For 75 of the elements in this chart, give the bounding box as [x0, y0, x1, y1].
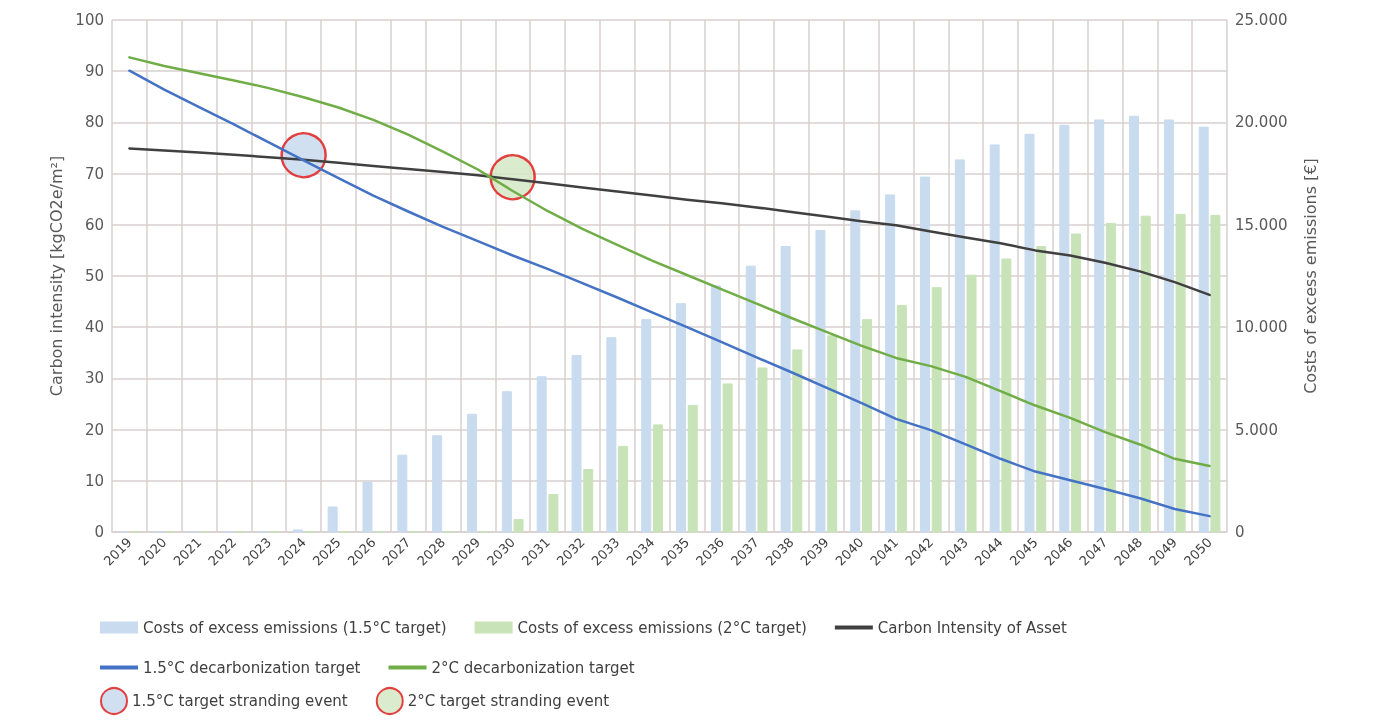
bar: [1024, 133, 1035, 533]
bar: [618, 445, 629, 533]
y-tick-label: 0: [94, 523, 104, 541]
bar: [362, 481, 373, 533]
y-tick-label: 80: [84, 113, 104, 132]
legend-label: 2°C target stranding event: [407, 692, 610, 710]
bar: [1094, 119, 1105, 533]
y2-tick-label: 15.000: [1235, 215, 1288, 234]
bar: [954, 159, 965, 533]
line-series: [128, 147, 1211, 297]
y2-tick-label: 10.000: [1235, 318, 1288, 337]
bar: [1163, 119, 1174, 533]
legend-label: Costs of excess emissions (2°C target): [517, 618, 807, 637]
legend-label: 1.5°C decarbonization target: [143, 658, 361, 677]
y-tick-label: 60: [84, 215, 104, 234]
bar: [850, 210, 861, 533]
y-tick-label: 30: [84, 369, 104, 388]
bar: [827, 335, 838, 533]
bar: [583, 469, 594, 533]
bar: [989, 144, 1000, 533]
bar: [792, 349, 803, 533]
bar: [432, 435, 443, 533]
y-tick-label: 40: [84, 318, 104, 337]
bar: [687, 404, 698, 533]
bar: [815, 230, 826, 533]
legend-label: 1.5°C target stranding event: [132, 692, 348, 710]
bar: [571, 354, 582, 533]
y-tick-label: 10: [84, 471, 104, 490]
bar: [467, 413, 478, 533]
bar: [652, 424, 663, 533]
y-tick-label: 70: [84, 164, 104, 183]
bar: [536, 376, 547, 533]
legend-label: Carbon Intensity of Asset: [877, 618, 1068, 637]
y2-tick-label: 25.000: [1235, 11, 1288, 29]
bar: [745, 265, 756, 533]
bar: [641, 319, 652, 533]
bar: [1059, 124, 1070, 533]
y2-axis-title: Costs of excess emissions [€]: [1300, 158, 1320, 394]
y-tick-label: 90: [84, 62, 104, 81]
y2-tick-label: 20.000: [1235, 113, 1288, 132]
legend-label: Costs of excess emissions (1.5°C target): [143, 618, 447, 637]
bar: [676, 303, 687, 533]
bar: [1036, 246, 1047, 533]
y-tick-label: 100: [75, 11, 104, 29]
bar: [885, 194, 896, 533]
bar: [513, 519, 524, 533]
legend-label: 2°C decarbonization target: [431, 658, 635, 677]
y-tick-label: 50: [84, 267, 104, 285]
bar: [1210, 214, 1221, 533]
bar: [1175, 213, 1186, 533]
bar: [1001, 258, 1012, 533]
bar: [327, 506, 338, 533]
bar: [606, 337, 617, 533]
bar: [292, 529, 303, 533]
bar: [548, 494, 559, 533]
bar: [1198, 126, 1209, 533]
bar: [780, 246, 791, 533]
bar: [1105, 222, 1116, 533]
bar: [931, 287, 942, 533]
bar: [896, 304, 907, 533]
y2-tick-label: 5.000: [1235, 420, 1278, 439]
bar: [861, 319, 872, 533]
bar: [1129, 115, 1140, 533]
y-axis-title: Carbon intensity [kgCO2e/m²]: [46, 155, 66, 397]
y2-tick-label: 0: [1235, 523, 1245, 541]
bar: [397, 454, 408, 533]
bar: [1140, 215, 1151, 533]
bar: [501, 391, 512, 533]
bar: [1071, 233, 1082, 533]
bar: [966, 274, 977, 533]
bar: [757, 367, 768, 533]
y-tick-label: 20: [84, 420, 104, 439]
bar: [722, 383, 733, 533]
bar: [919, 176, 930, 533]
bar: [710, 285, 721, 533]
